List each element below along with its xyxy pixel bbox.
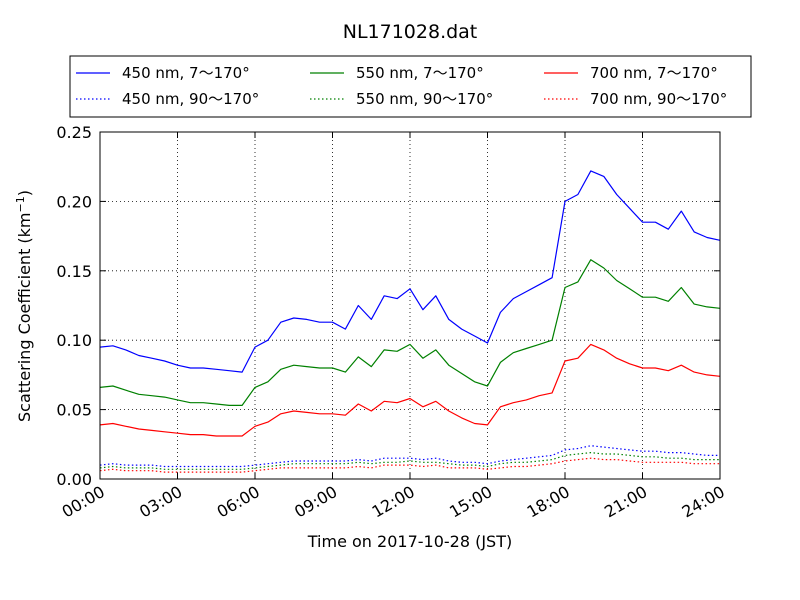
y-axis: 0.00 0.05 0.10 0.15 0.20 0.25: [56, 123, 720, 489]
legend-label-4: 450 nm, 90～170°: [122, 90, 259, 108]
chart-title: NL171028.dat: [343, 21, 478, 43]
legend-box: [69, 55, 752, 118]
legend-label-5: 550 nm, 90～170°: [356, 90, 493, 108]
x-axis-label: Time on 2017-10-28 (JST): [307, 532, 512, 551]
legend: 450 nm, 7～170° 550 nm, 7～170° 700 nm, 7～17…: [76, 64, 727, 108]
y-tick-label: 0.05: [56, 401, 92, 420]
y-tick-label: 0.00: [56, 470, 92, 489]
series-group: [99, 170, 721, 473]
legend-label-3: 700 nm, 7～170°: [590, 64, 718, 82]
legend-label-2: 550 nm, 7～170°: [356, 64, 484, 82]
series-line-1: [99, 170, 721, 373]
legend-label-1: 450 nm, 7～170°: [122, 64, 250, 82]
series-line-4: [99, 445, 720, 468]
legend-label-6: 700 nm, 90～170°: [590, 90, 727, 108]
y-tick-label: 0.20: [56, 192, 92, 211]
series-line-3: [99, 343, 721, 437]
y-tick-label: 0.10: [56, 331, 92, 350]
y-tick-label: 0.15: [56, 262, 92, 281]
y-tick-label: 0.25: [56, 123, 92, 142]
series-line-2: [99, 259, 721, 406]
y-axis-label-superscript: −1: [14, 196, 27, 212]
grid: [100, 132, 720, 479]
y-axis-label: Scattering Coefficient (km−1): [14, 190, 34, 422]
y-axis-label-close: ): [15, 190, 34, 196]
y-axis-label-main: Scattering Coefficient (km: [15, 212, 34, 422]
